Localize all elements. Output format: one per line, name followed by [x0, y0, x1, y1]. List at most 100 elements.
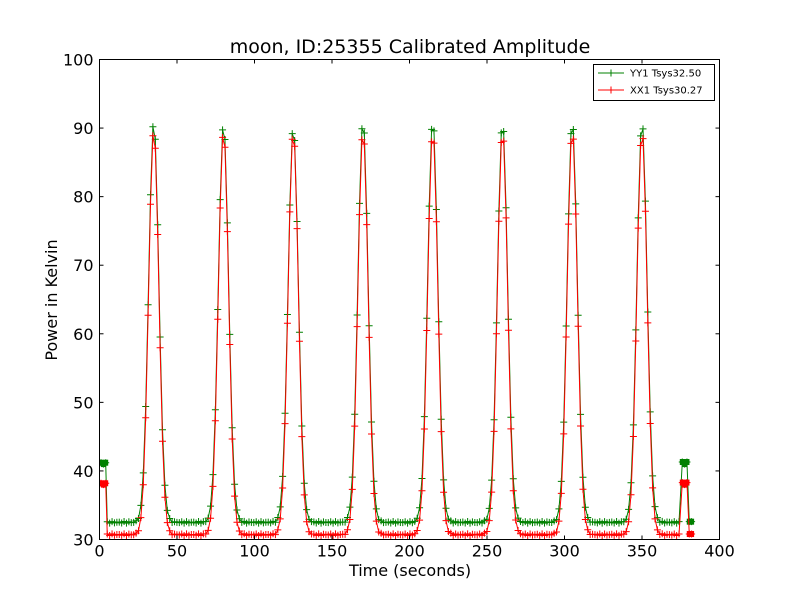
data-point-marker	[442, 517, 450, 525]
data-point-marker	[423, 327, 431, 335]
x-tick-label: 400	[704, 542, 735, 561]
data-point-marker	[231, 492, 239, 500]
data-point-marker	[634, 224, 642, 232]
data-point-marker	[219, 133, 227, 141]
data-point-marker	[368, 430, 376, 438]
data-point-marker	[154, 231, 162, 239]
data-point-marker	[512, 504, 520, 512]
data-point-marker	[584, 526, 592, 534]
data-point-marker	[646, 419, 654, 427]
data-point-marker	[435, 330, 443, 338]
data-point-marker	[490, 427, 498, 435]
data-point-marker	[356, 211, 364, 219]
data-point-marker	[485, 517, 493, 525]
y-tick-label: 60	[73, 325, 93, 344]
data-point-marker	[344, 526, 351, 534]
data-point-marker	[512, 516, 520, 524]
data-point-marker	[353, 323, 361, 331]
y-tick-label: 40	[73, 462, 93, 481]
series-xx1	[99, 132, 696, 540]
data-point-marker	[581, 515, 589, 523]
data-point-marker	[137, 514, 145, 522]
data-point-marker	[146, 200, 154, 208]
edge-point-marker	[103, 480, 109, 487]
legend-label: YY1 Tsys32.50	[629, 69, 701, 80]
data-point-marker	[504, 326, 512, 334]
data-point-marker	[430, 139, 438, 147]
legend-marker	[607, 69, 615, 77]
data-point-marker	[649, 484, 657, 492]
data-point-marker	[271, 518, 279, 526]
data-point-marker	[291, 142, 299, 150]
data-point-marker	[579, 485, 587, 493]
data-point-marker	[416, 516, 424, 524]
data-point-marker	[288, 135, 296, 143]
data-point-marker	[574, 322, 582, 330]
data-point-marker	[372, 505, 380, 513]
edge-point-marker	[689, 518, 695, 525]
data-point-marker	[639, 135, 647, 143]
data-point-marker	[341, 518, 349, 526]
data-point-marker	[372, 517, 380, 525]
data-point-marker	[425, 214, 433, 222]
edge-point-marker	[684, 459, 690, 466]
x-tick-label: 100	[239, 542, 270, 561]
data-point-marker	[221, 143, 229, 151]
data-point-marker	[637, 142, 645, 150]
data-point-marker	[651, 515, 659, 523]
data-point-marker	[432, 218, 440, 226]
data-point-marker	[565, 220, 573, 228]
data-point-marker	[151, 144, 159, 152]
data-point-marker	[276, 515, 284, 523]
x-tick-label: 150	[317, 542, 348, 561]
data-point-marker	[557, 489, 565, 497]
y-tick-label: 50	[73, 393, 93, 412]
data-point-marker	[276, 503, 284, 511]
data-point-marker	[675, 518, 683, 526]
data-point-marker	[216, 204, 224, 212]
data-point-marker	[159, 437, 167, 445]
data-point-marker	[211, 417, 219, 425]
data-point-marker	[644, 319, 652, 327]
data-point-marker	[346, 503, 354, 511]
data-point-marker	[500, 127, 508, 135]
data-point-marker	[567, 130, 575, 138]
data-point-marker	[358, 136, 366, 144]
x-tick-label: 50	[167, 542, 187, 561]
data-point-marker	[370, 489, 378, 497]
data-point-marker	[219, 126, 227, 134]
legend-label: XX1 Tsys30.27	[630, 86, 703, 97]
data-point-marker	[416, 504, 424, 512]
data-point-marker	[207, 514, 215, 522]
data-point-marker	[442, 504, 450, 512]
x-tick-label: 300	[549, 542, 580, 561]
data-point-marker	[228, 435, 236, 443]
data-point-marker	[281, 420, 289, 428]
data-point-marker	[560, 430, 568, 438]
data-point-marker	[279, 484, 287, 492]
data-point-marker	[625, 505, 633, 513]
x-axis-label: Time (seconds)	[348, 561, 471, 580]
y-tick-label: 70	[73, 256, 93, 275]
data-point-marker	[298, 433, 306, 441]
data-point-marker	[567, 139, 575, 147]
data-point-marker	[226, 341, 234, 349]
data-point-marker	[651, 503, 659, 511]
data-point-marker	[202, 518, 210, 526]
data-point-marker	[495, 217, 503, 225]
data-point-marker	[420, 425, 428, 433]
data-point-marker	[202, 530, 210, 538]
data-point-marker	[360, 140, 368, 148]
data-point-marker	[629, 433, 637, 441]
data-point-marker	[303, 506, 311, 514]
data-point-marker	[555, 517, 563, 525]
legend-marker	[607, 86, 615, 94]
data-point-marker	[507, 425, 515, 433]
data-point-marker	[363, 221, 371, 229]
data-point-marker	[639, 125, 647, 133]
data-point-marker	[346, 515, 354, 523]
data-point-marker	[502, 214, 510, 222]
data-point-marker	[295, 337, 303, 345]
data-point-marker	[163, 506, 171, 514]
data-point-marker	[209, 482, 217, 490]
